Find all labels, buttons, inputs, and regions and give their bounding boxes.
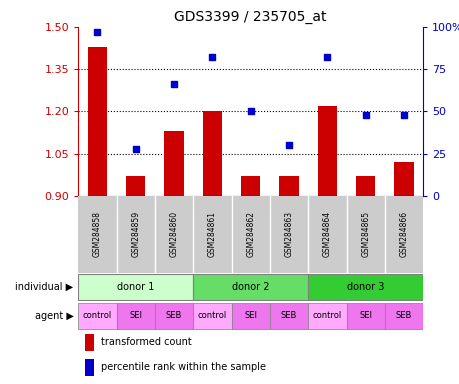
Text: SEB: SEB (395, 311, 411, 320)
Text: GSM284865: GSM284865 (360, 211, 369, 257)
Bar (88, 46, 107, 196)
Point (208, 54, 216, 60)
Text: donor 1: donor 1 (117, 282, 154, 292)
Text: GSM284863: GSM284863 (284, 211, 293, 257)
Text: GSM284866: GSM284866 (399, 211, 408, 257)
Bar (85, 359, 94, 376)
Text: percentile rank within the sample: percentile rank within the sample (101, 362, 265, 372)
Text: transformed count: transformed count (101, 338, 191, 348)
Text: SEB: SEB (166, 311, 182, 320)
Text: SEB: SEB (280, 311, 297, 320)
Bar (241, 176, 260, 196)
Text: SEI: SEI (129, 311, 142, 320)
Bar (78, 303, 116, 329)
Title: GDS3399 / 235705_at: GDS3399 / 235705_at (174, 10, 326, 25)
Bar (279, 176, 298, 196)
Bar (355, 176, 375, 196)
Text: GSM284864: GSM284864 (322, 211, 331, 257)
Text: GSM284858: GSM284858 (93, 211, 101, 257)
Text: control: control (312, 311, 341, 320)
Bar (116, 303, 155, 329)
Bar (308, 303, 346, 329)
Bar (269, 303, 308, 329)
Bar (202, 111, 222, 196)
Bar (126, 176, 145, 196)
Bar (85, 334, 94, 351)
Text: agent ▶: agent ▶ (34, 311, 73, 321)
Bar (384, 303, 422, 329)
Text: GSM284862: GSM284862 (246, 211, 255, 257)
Point (246, 108, 254, 114)
Point (285, 142, 292, 148)
Text: donor 3: donor 3 (346, 282, 384, 292)
Bar (193, 303, 231, 329)
Bar (164, 131, 183, 196)
Bar (317, 106, 336, 196)
Point (323, 54, 330, 60)
Point (94, 29, 101, 35)
Text: GSM284861: GSM284861 (207, 211, 216, 257)
Point (361, 112, 369, 118)
Text: SEI: SEI (244, 311, 257, 320)
Bar (78, 274, 193, 300)
Bar (394, 162, 413, 196)
Point (399, 112, 407, 118)
Text: SEI: SEI (358, 311, 371, 320)
Text: control: control (83, 311, 112, 320)
Bar (193, 274, 308, 300)
Bar (231, 303, 269, 329)
Point (132, 146, 139, 152)
Text: individual ▶: individual ▶ (16, 282, 73, 292)
Bar (346, 303, 384, 329)
Point (170, 81, 177, 88)
Text: control: control (197, 311, 226, 320)
Text: GSM284860: GSM284860 (169, 211, 178, 257)
Text: donor 2: donor 2 (231, 282, 269, 292)
Bar (308, 274, 422, 300)
Text: GSM284859: GSM284859 (131, 211, 140, 257)
Bar (155, 303, 193, 329)
